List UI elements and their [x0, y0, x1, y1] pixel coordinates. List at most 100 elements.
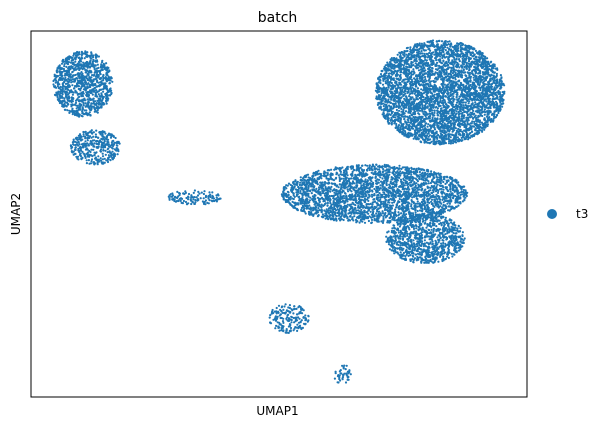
scatter-point — [82, 99, 85, 102]
scatter-point — [75, 91, 78, 94]
scatter-point — [458, 116, 461, 119]
scatter-point — [477, 107, 480, 110]
scatter-point — [473, 98, 476, 101]
scatter-point — [100, 141, 103, 144]
scatter-point — [471, 93, 474, 96]
scatter-point — [88, 108, 92, 111]
scatter-point — [439, 59, 442, 62]
scatter-point — [60, 78, 63, 81]
scatter-point — [64, 108, 67, 111]
scatter-point — [107, 141, 110, 144]
scatter-point — [453, 135, 456, 138]
scatter-point — [82, 83, 86, 86]
scatter-point — [412, 137, 415, 140]
scatter-point — [83, 57, 86, 60]
scatter-point — [384, 88, 387, 91]
scatter-point — [377, 77, 380, 81]
scatter-point — [479, 70, 482, 73]
scatter-point — [459, 95, 462, 98]
scatter-point — [460, 73, 463, 76]
scatter-point — [72, 54, 75, 57]
scatter-point — [385, 92, 388, 95]
scatter-point — [478, 77, 481, 80]
scatter-point — [448, 88, 451, 91]
scatter-point — [431, 129, 435, 132]
scatter-point — [446, 92, 449, 95]
scatter-point — [394, 69, 397, 72]
scatter-point — [187, 192, 191, 196]
scatter-point — [73, 80, 76, 83]
scatter-point — [102, 144, 105, 147]
scatter-point — [415, 125, 418, 128]
scatter-point — [403, 62, 406, 65]
scatter-point — [467, 98, 470, 101]
scatter-point — [457, 127, 460, 131]
scatter-point — [90, 160, 93, 163]
scatter-point — [90, 90, 93, 93]
scatter-point — [96, 90, 99, 93]
scatter-point — [109, 144, 112, 147]
scatter-point — [485, 106, 488, 109]
scatter-point — [70, 100, 73, 104]
scatter-point — [193, 189, 196, 192]
scatter-point — [68, 91, 71, 94]
scatter-point — [68, 85, 71, 88]
scatter-point — [94, 93, 97, 96]
scatter-point — [175, 200, 178, 203]
scatter-point — [466, 110, 469, 113]
scatter-point — [419, 107, 422, 110]
scatter-point — [68, 96, 71, 99]
scatter-point — [466, 76, 470, 80]
scatter-point — [413, 59, 416, 63]
scatter-point — [408, 66, 411, 69]
scatter-point — [404, 110, 408, 113]
scatter-point — [488, 89, 491, 92]
scatter-point — [410, 133, 413, 136]
scatter-point — [190, 199, 193, 202]
scatter-point — [477, 103, 480, 106]
scatter-point — [60, 67, 63, 71]
scatter-point — [113, 141, 116, 144]
scatter-point — [91, 155, 94, 158]
scatter-point — [453, 109, 456, 112]
scatter-point — [81, 92, 84, 96]
scatter-point — [434, 64, 437, 68]
scatter-point — [439, 132, 442, 135]
scatter-point — [446, 78, 449, 81]
scatter-point — [406, 68, 409, 71]
scatter-point — [461, 130, 464, 133]
scatter-point — [470, 128, 473, 131]
scatter-point — [390, 123, 393, 126]
scatter-point — [105, 93, 109, 96]
scatter-point — [412, 113, 415, 116]
scatter-point — [185, 196, 188, 200]
scatter-point — [85, 162, 88, 165]
scatter-point — [407, 101, 410, 104]
scatter-point — [388, 90, 392, 93]
scatter-point — [462, 104, 465, 107]
scatter-point — [74, 144, 77, 147]
scatter-point — [425, 61, 428, 64]
scatter-point — [59, 73, 63, 76]
scatter-point — [397, 106, 400, 109]
scatter-point — [430, 53, 433, 56]
scatter-point — [76, 77, 79, 80]
scatter-point — [431, 92, 434, 95]
scatter-point — [413, 77, 416, 80]
scatter-point — [460, 99, 463, 102]
scatter-point — [452, 52, 455, 55]
scatter-point — [484, 70, 488, 73]
scatter-point — [478, 50, 481, 53]
scatter-point — [84, 102, 87, 105]
scatter-point — [440, 51, 443, 55]
scatter-point — [79, 58, 82, 61]
scatter-point — [92, 56, 95, 59]
scatter-point — [74, 85, 77, 88]
scatter-point — [83, 67, 86, 70]
scatter-point — [109, 87, 112, 90]
scatter-point — [423, 104, 427, 107]
scatter-point — [395, 73, 398, 76]
scatter-point — [389, 69, 392, 72]
scatter-point — [66, 101, 69, 104]
scatter-point — [102, 141, 105, 145]
